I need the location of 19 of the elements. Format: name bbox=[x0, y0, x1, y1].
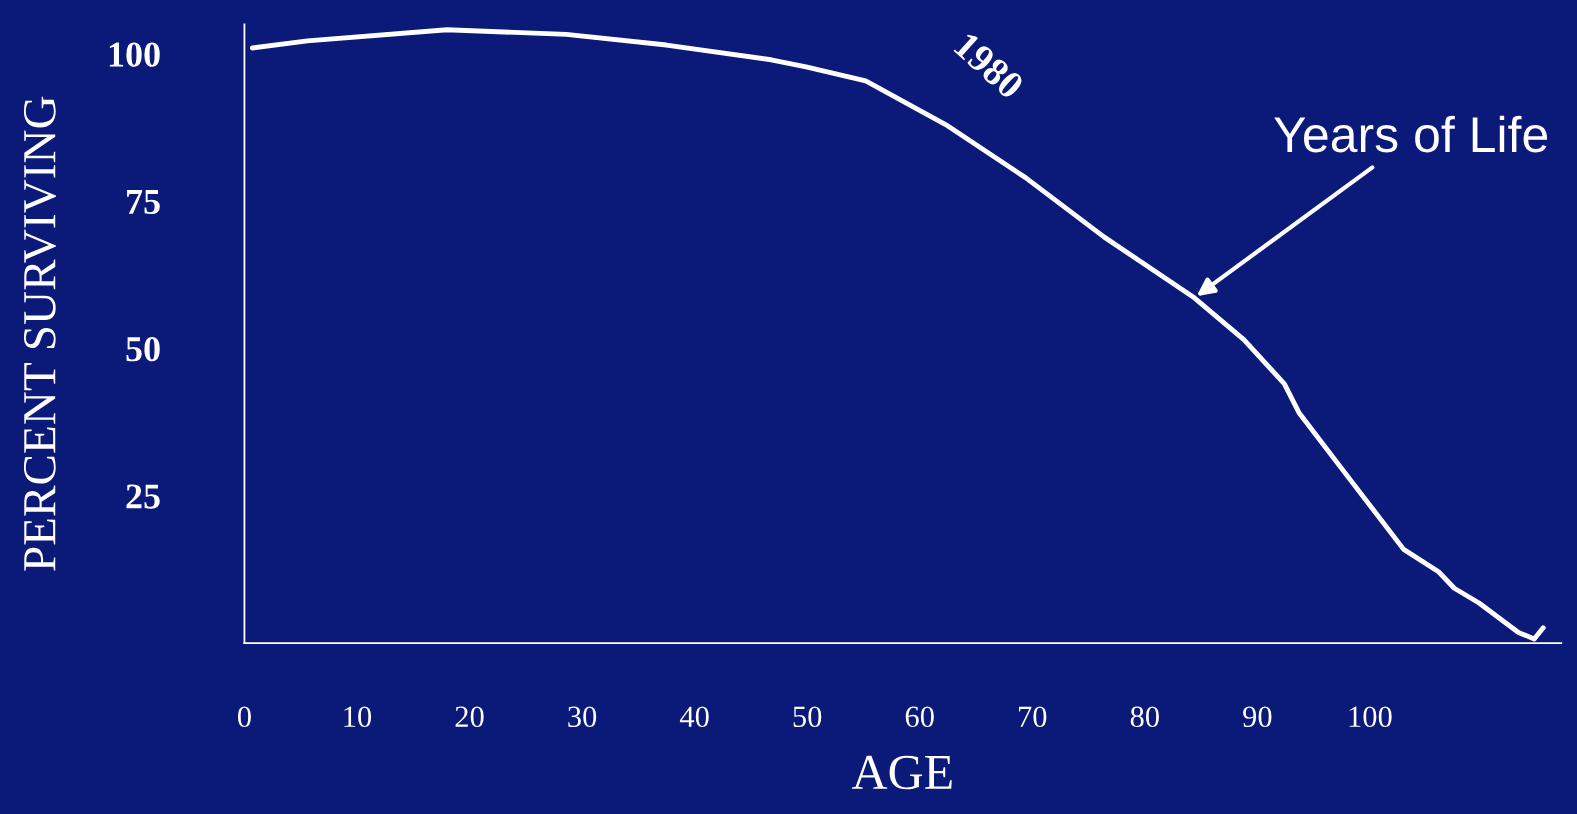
x-tick-label: 30 bbox=[568, 706, 597, 728]
x-tick-label: 10 bbox=[344, 706, 372, 728]
y-tick-label: 25 bbox=[126, 484, 160, 509]
y-tick-label: 100 bbox=[109, 42, 160, 67]
x-tick-label: 50 bbox=[793, 706, 822, 728]
x-tick-label: 90 bbox=[1243, 706, 1272, 728]
x-tick-label: 60 bbox=[905, 706, 934, 728]
y-tick-label: 50 bbox=[126, 336, 160, 362]
x-tick-label: 100 bbox=[1349, 706, 1392, 728]
x-tick-label: 70 bbox=[1019, 706, 1047, 728]
annotation: 1980 bbox=[953, 31, 1026, 101]
x-tick-label: 80 bbox=[1130, 706, 1159, 728]
x-tick-label: 0 bbox=[237, 706, 251, 728]
x-tick-label: 20 bbox=[455, 706, 484, 728]
annotation: Years of Life bbox=[1274, 115, 1548, 153]
x-tick-label: 40 bbox=[679, 706, 709, 728]
x-axis-title: AGE bbox=[851, 755, 952, 790]
y-axis-title: PERCENT SURVIVING bbox=[23, 96, 56, 571]
y-tick-label: 75 bbox=[127, 190, 160, 215]
